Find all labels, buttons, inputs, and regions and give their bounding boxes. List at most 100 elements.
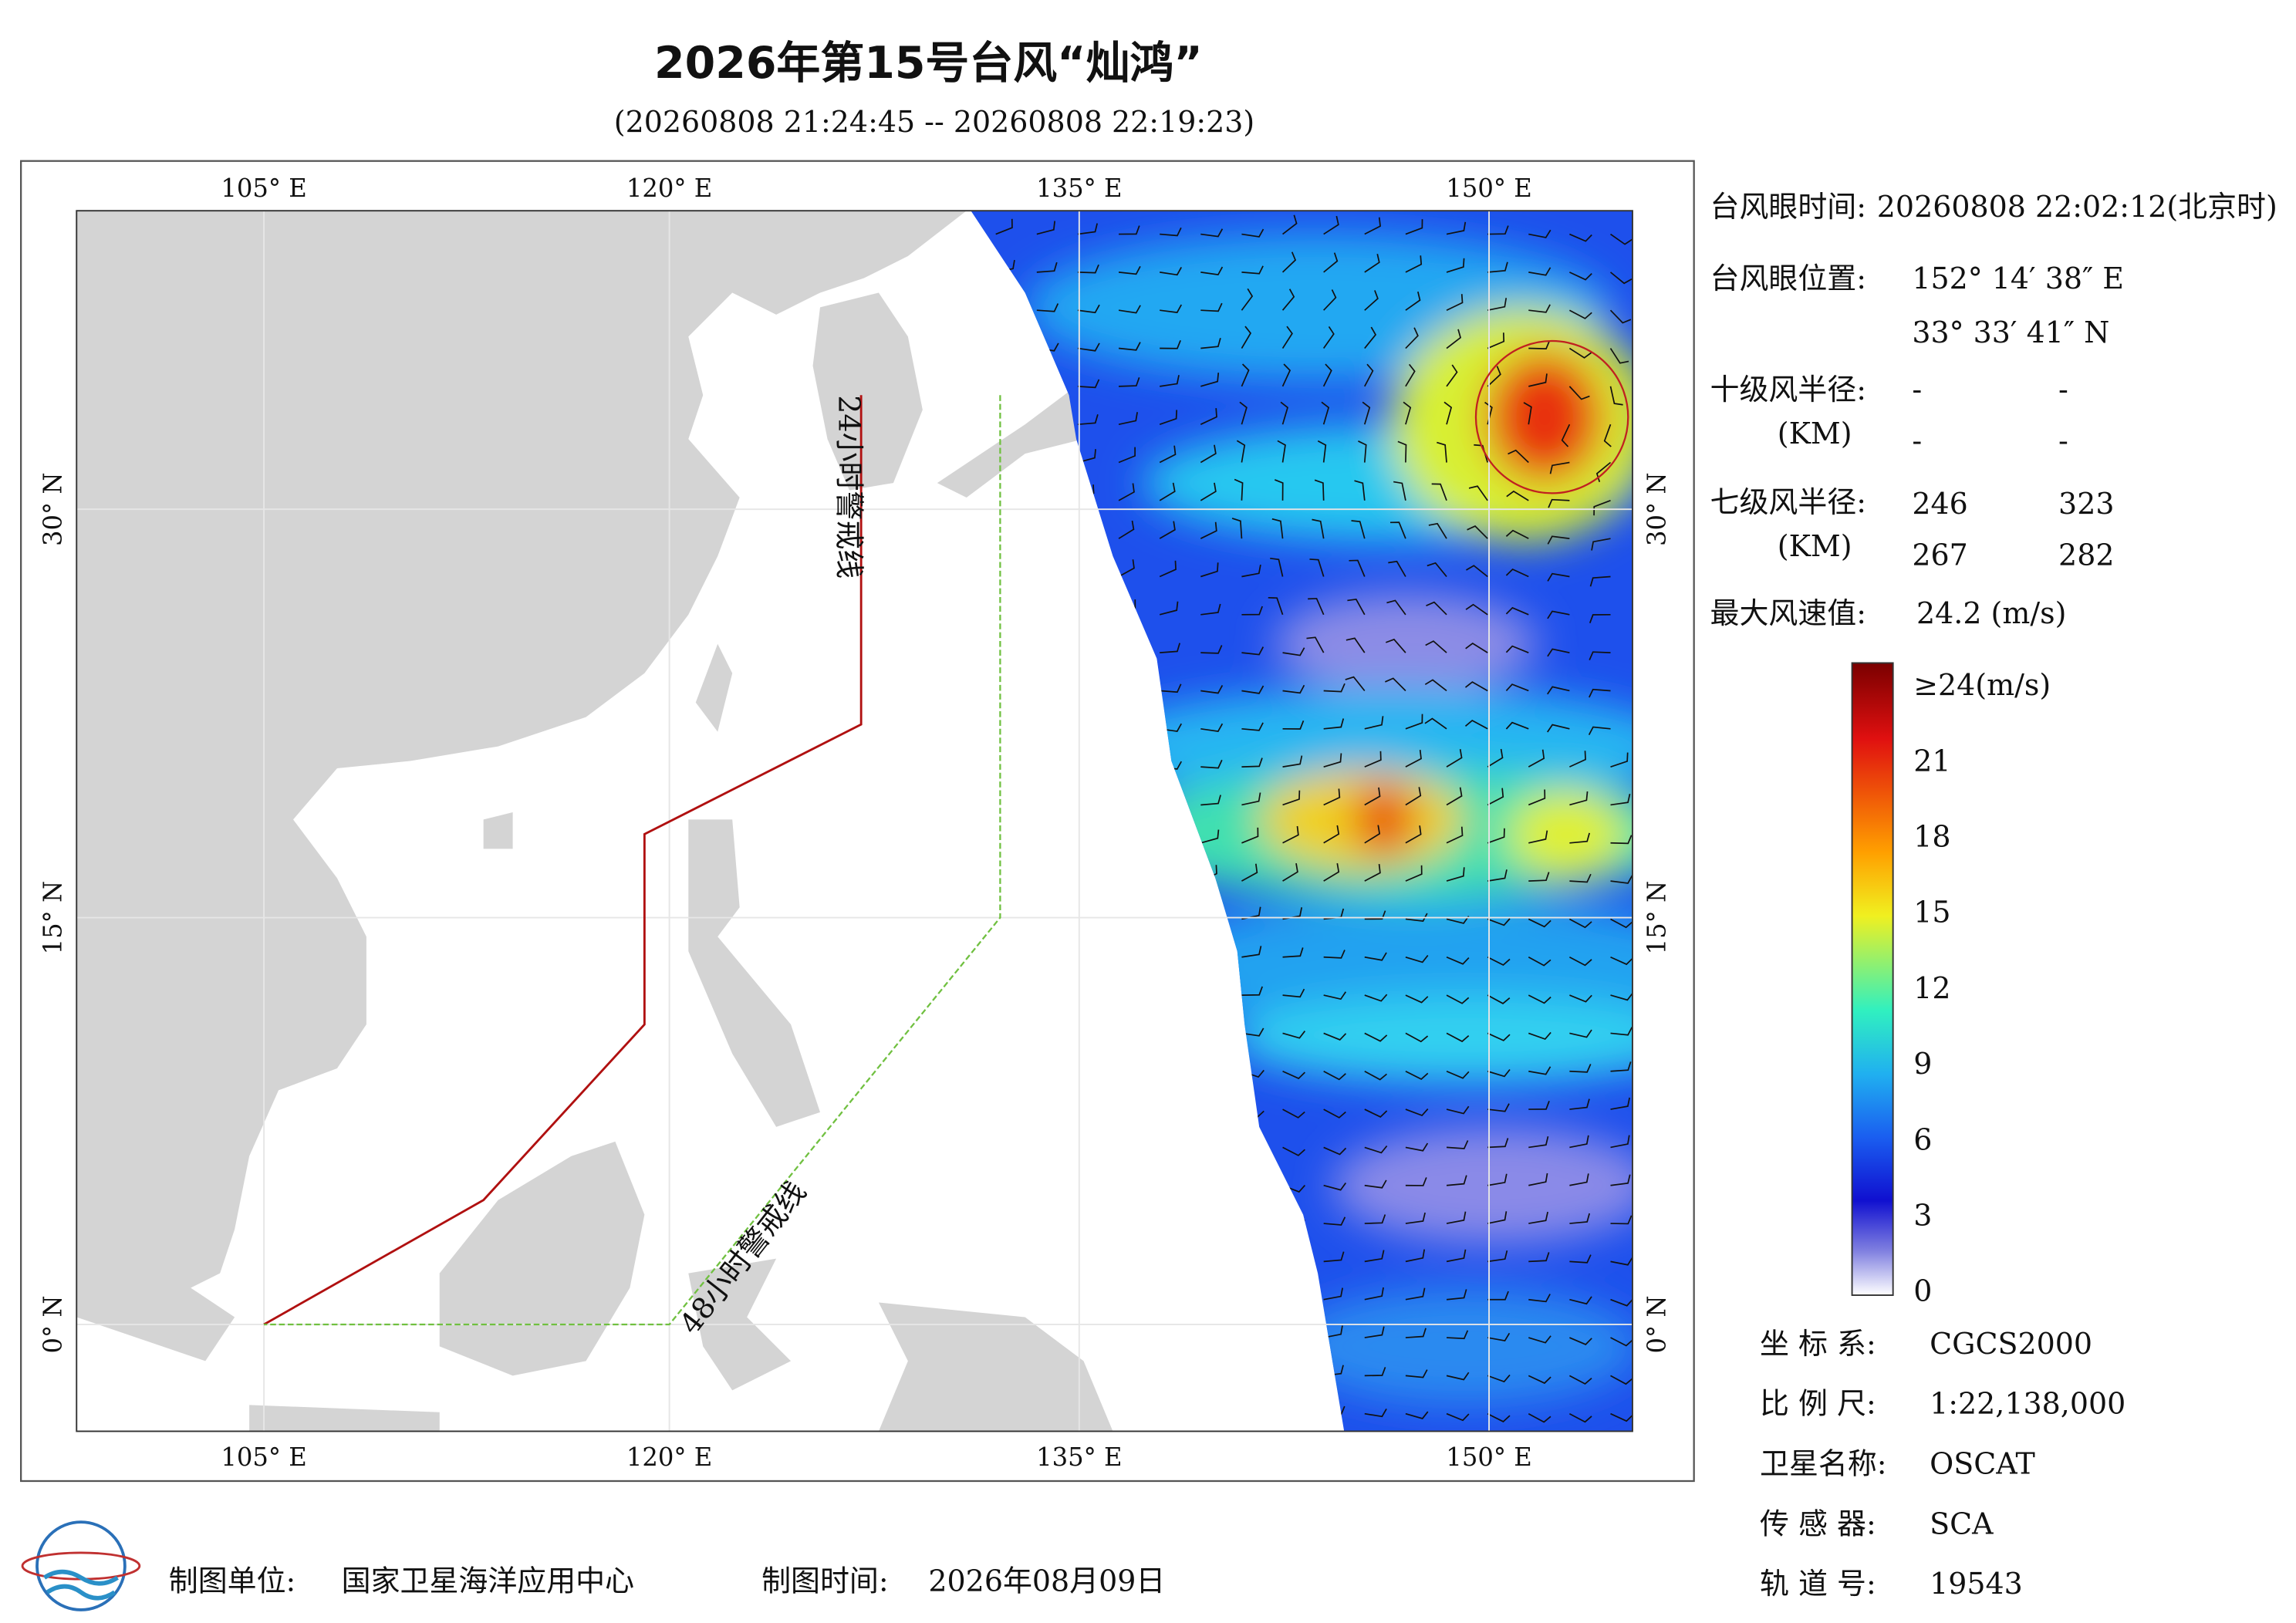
- wind-barb: [1281, 363, 1292, 387]
- subtitle: (20260808 21:24:45 -- 20260808 22:19:23): [614, 105, 1254, 139]
- wind-barb: [1528, 1100, 1550, 1110]
- wind-barb: [1568, 918, 1592, 929]
- title: 2026年第15号台风“灿鸿”: [654, 38, 1203, 89]
- wind-barb: [1241, 986, 1263, 996]
- wind-barb: [1426, 601, 1447, 616]
- wind-barb: [1200, 521, 1217, 539]
- wind-barb: [1118, 520, 1135, 539]
- colorbar-label: 9: [1913, 1047, 1932, 1081]
- wind-barb: [1160, 304, 1183, 313]
- wind-barb: [1077, 223, 1098, 235]
- wind-barb: [1323, 950, 1346, 959]
- wind-barb: [1345, 676, 1366, 692]
- meta-value: 19543: [1930, 1567, 2023, 1601]
- wind-barb: [1568, 957, 1592, 967]
- info-value: 152° 14′ 38″ E: [1912, 262, 2124, 295]
- wind-barb: [1200, 408, 1217, 425]
- wind-barb: [1446, 1070, 1470, 1079]
- wind-barb: [1354, 480, 1366, 501]
- wind-barb: [1405, 363, 1416, 387]
- wind-barb: [1282, 988, 1305, 998]
- wind-barb: [1241, 1027, 1264, 1037]
- wind-barb: [1323, 1070, 1346, 1081]
- wind-barb: [1443, 401, 1453, 425]
- wind-barb: [1118, 305, 1141, 314]
- wind-barb: [1528, 918, 1551, 928]
- wind-barb: [1446, 749, 1463, 768]
- wind-barb: [1364, 1409, 1387, 1418]
- wind-barb: [1364, 994, 1388, 1002]
- wind-barb: [1282, 720, 1305, 730]
- wind-barb: [1609, 348, 1629, 364]
- land: [695, 643, 733, 732]
- wind-barb: [1346, 637, 1366, 653]
- wind-barb: [1364, 1326, 1385, 1338]
- wind-barb: [1446, 1289, 1467, 1301]
- wind-barb: [1234, 478, 1244, 501]
- wind-barb: [1528, 229, 1551, 238]
- wind-barb: [1487, 788, 1504, 806]
- wind-barb: [1548, 498, 1570, 508]
- info-value: 246: [1912, 487, 1967, 521]
- wind-barb: [1405, 750, 1422, 768]
- wind-barb: [1528, 1173, 1548, 1186]
- wind-barb: [1549, 461, 1570, 474]
- wind-barb: [1528, 830, 1548, 844]
- lon-label: 120° E: [626, 1442, 712, 1472]
- wind-barb: [1561, 423, 1571, 447]
- wind-barb: [1610, 992, 1633, 1001]
- wind-barb: [1609, 309, 1632, 324]
- wind-barb: [1364, 1250, 1385, 1263]
- wind-barb: [1281, 288, 1295, 311]
- lon-label: 150° E: [1446, 1442, 1531, 1472]
- wind-barb: [1446, 1249, 1467, 1263]
- wind-barb: [1364, 1071, 1387, 1081]
- wind-barb: [1569, 994, 1592, 1003]
- wind-barb: [1036, 262, 1058, 273]
- wind-barb: [1610, 956, 1633, 966]
- wind-barb: [1569, 1173, 1589, 1186]
- colorbar-label: 0: [1913, 1274, 1932, 1308]
- wind-barb: [1282, 755, 1303, 768]
- wind-barb: [1589, 613, 1611, 623]
- info-value: 33° 33′ 41″ N: [1912, 315, 2109, 349]
- info-value: 267: [1912, 538, 1967, 572]
- wind-barb: [1405, 255, 1423, 273]
- wind-barb: [1364, 864, 1381, 882]
- wind-barb: [1610, 875, 1633, 884]
- wind-barb: [1200, 444, 1217, 464]
- wind-barb: [1610, 1097, 1631, 1110]
- wind-barb: [1506, 490, 1529, 501]
- wind-barb: [1569, 1337, 1592, 1345]
- wind-barb: [1487, 957, 1511, 967]
- wind-barb: [1385, 677, 1406, 692]
- wind-barb: [1405, 787, 1422, 806]
- wind-barb: [1446, 221, 1467, 235]
- wind-barb: [1160, 267, 1183, 276]
- wind-barb: [1405, 1212, 1426, 1224]
- info-label: 最大风速值:: [1710, 596, 1866, 630]
- wind-barb: [1446, 1211, 1467, 1224]
- meta-value: CGCS2000: [1930, 1327, 2092, 1361]
- wind-barb: [1610, 1061, 1632, 1072]
- wind-barb: [1241, 265, 1264, 275]
- wind-barb: [1239, 401, 1248, 425]
- wind-barb: [1610, 835, 1633, 845]
- wind-barb: [1431, 483, 1447, 501]
- wind-barb: [1323, 289, 1337, 311]
- meta-value: SCA: [1930, 1507, 1994, 1540]
- wind-barb: [1474, 444, 1488, 463]
- wind-barb: [1487, 918, 1511, 926]
- wind-barb: [1349, 559, 1366, 577]
- wind-barb: [1386, 599, 1406, 616]
- wind-barb: [1528, 373, 1548, 387]
- wind-barb: [1393, 481, 1406, 501]
- wind-barb: [1468, 485, 1488, 501]
- wind-barb: [1610, 1215, 1633, 1225]
- meta-label: 轨 道 号:: [1760, 1567, 1876, 1601]
- wind-barb: [1314, 479, 1325, 501]
- wind-barb: [1589, 651, 1611, 660]
- wind-barb: [1323, 788, 1341, 806]
- wind-barb: [1364, 952, 1387, 961]
- map-border: [76, 210, 1633, 1432]
